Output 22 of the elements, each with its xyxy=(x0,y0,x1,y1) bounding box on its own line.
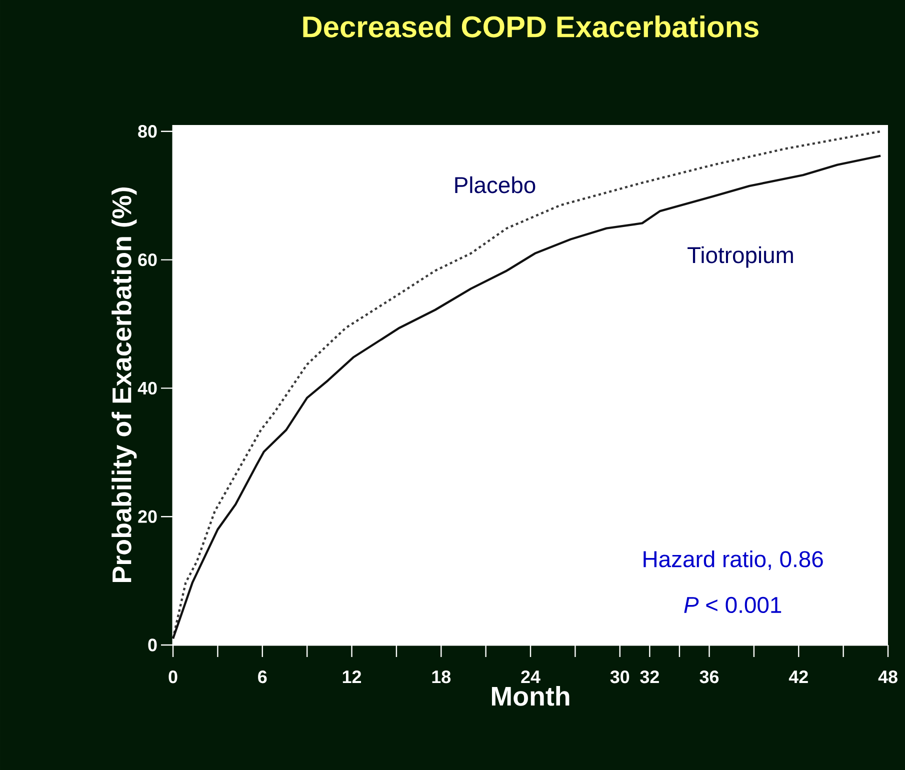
x-tick-label: 12 xyxy=(342,670,362,684)
annotation: Hazard ratio, 0.86 xyxy=(644,550,823,570)
x-tick-label: 18 xyxy=(432,670,451,684)
x-axis-title: Month xyxy=(492,686,570,706)
series-label: Placebo xyxy=(455,176,536,194)
y-tick-label: 20 xyxy=(138,510,157,523)
y-tick-label: 60 xyxy=(138,253,157,266)
x-tick-label: 32 xyxy=(640,670,659,684)
annotation: P < 0.001 xyxy=(684,596,782,614)
y-tick-label: 40 xyxy=(138,382,157,395)
x-tick-label: 0 xyxy=(168,670,178,684)
x-tick-label: 42 xyxy=(788,670,808,684)
x-tick-label: 6 xyxy=(258,670,267,684)
x-tick-label: 36 xyxy=(700,670,719,684)
x-tick-label: 48 xyxy=(878,670,898,684)
x-tick-label: 30 xyxy=(610,670,630,684)
chart-title: Decreased COPD Exacerbations xyxy=(303,16,758,38)
y-tick-label: 0 xyxy=(148,638,157,652)
series-label: Tiotropium xyxy=(688,246,793,268)
y-axis-title: Probability of Exacerbation (%) xyxy=(112,188,137,582)
y-tick-label: 80 xyxy=(138,125,157,138)
x-tick-label: 24 xyxy=(521,670,540,684)
